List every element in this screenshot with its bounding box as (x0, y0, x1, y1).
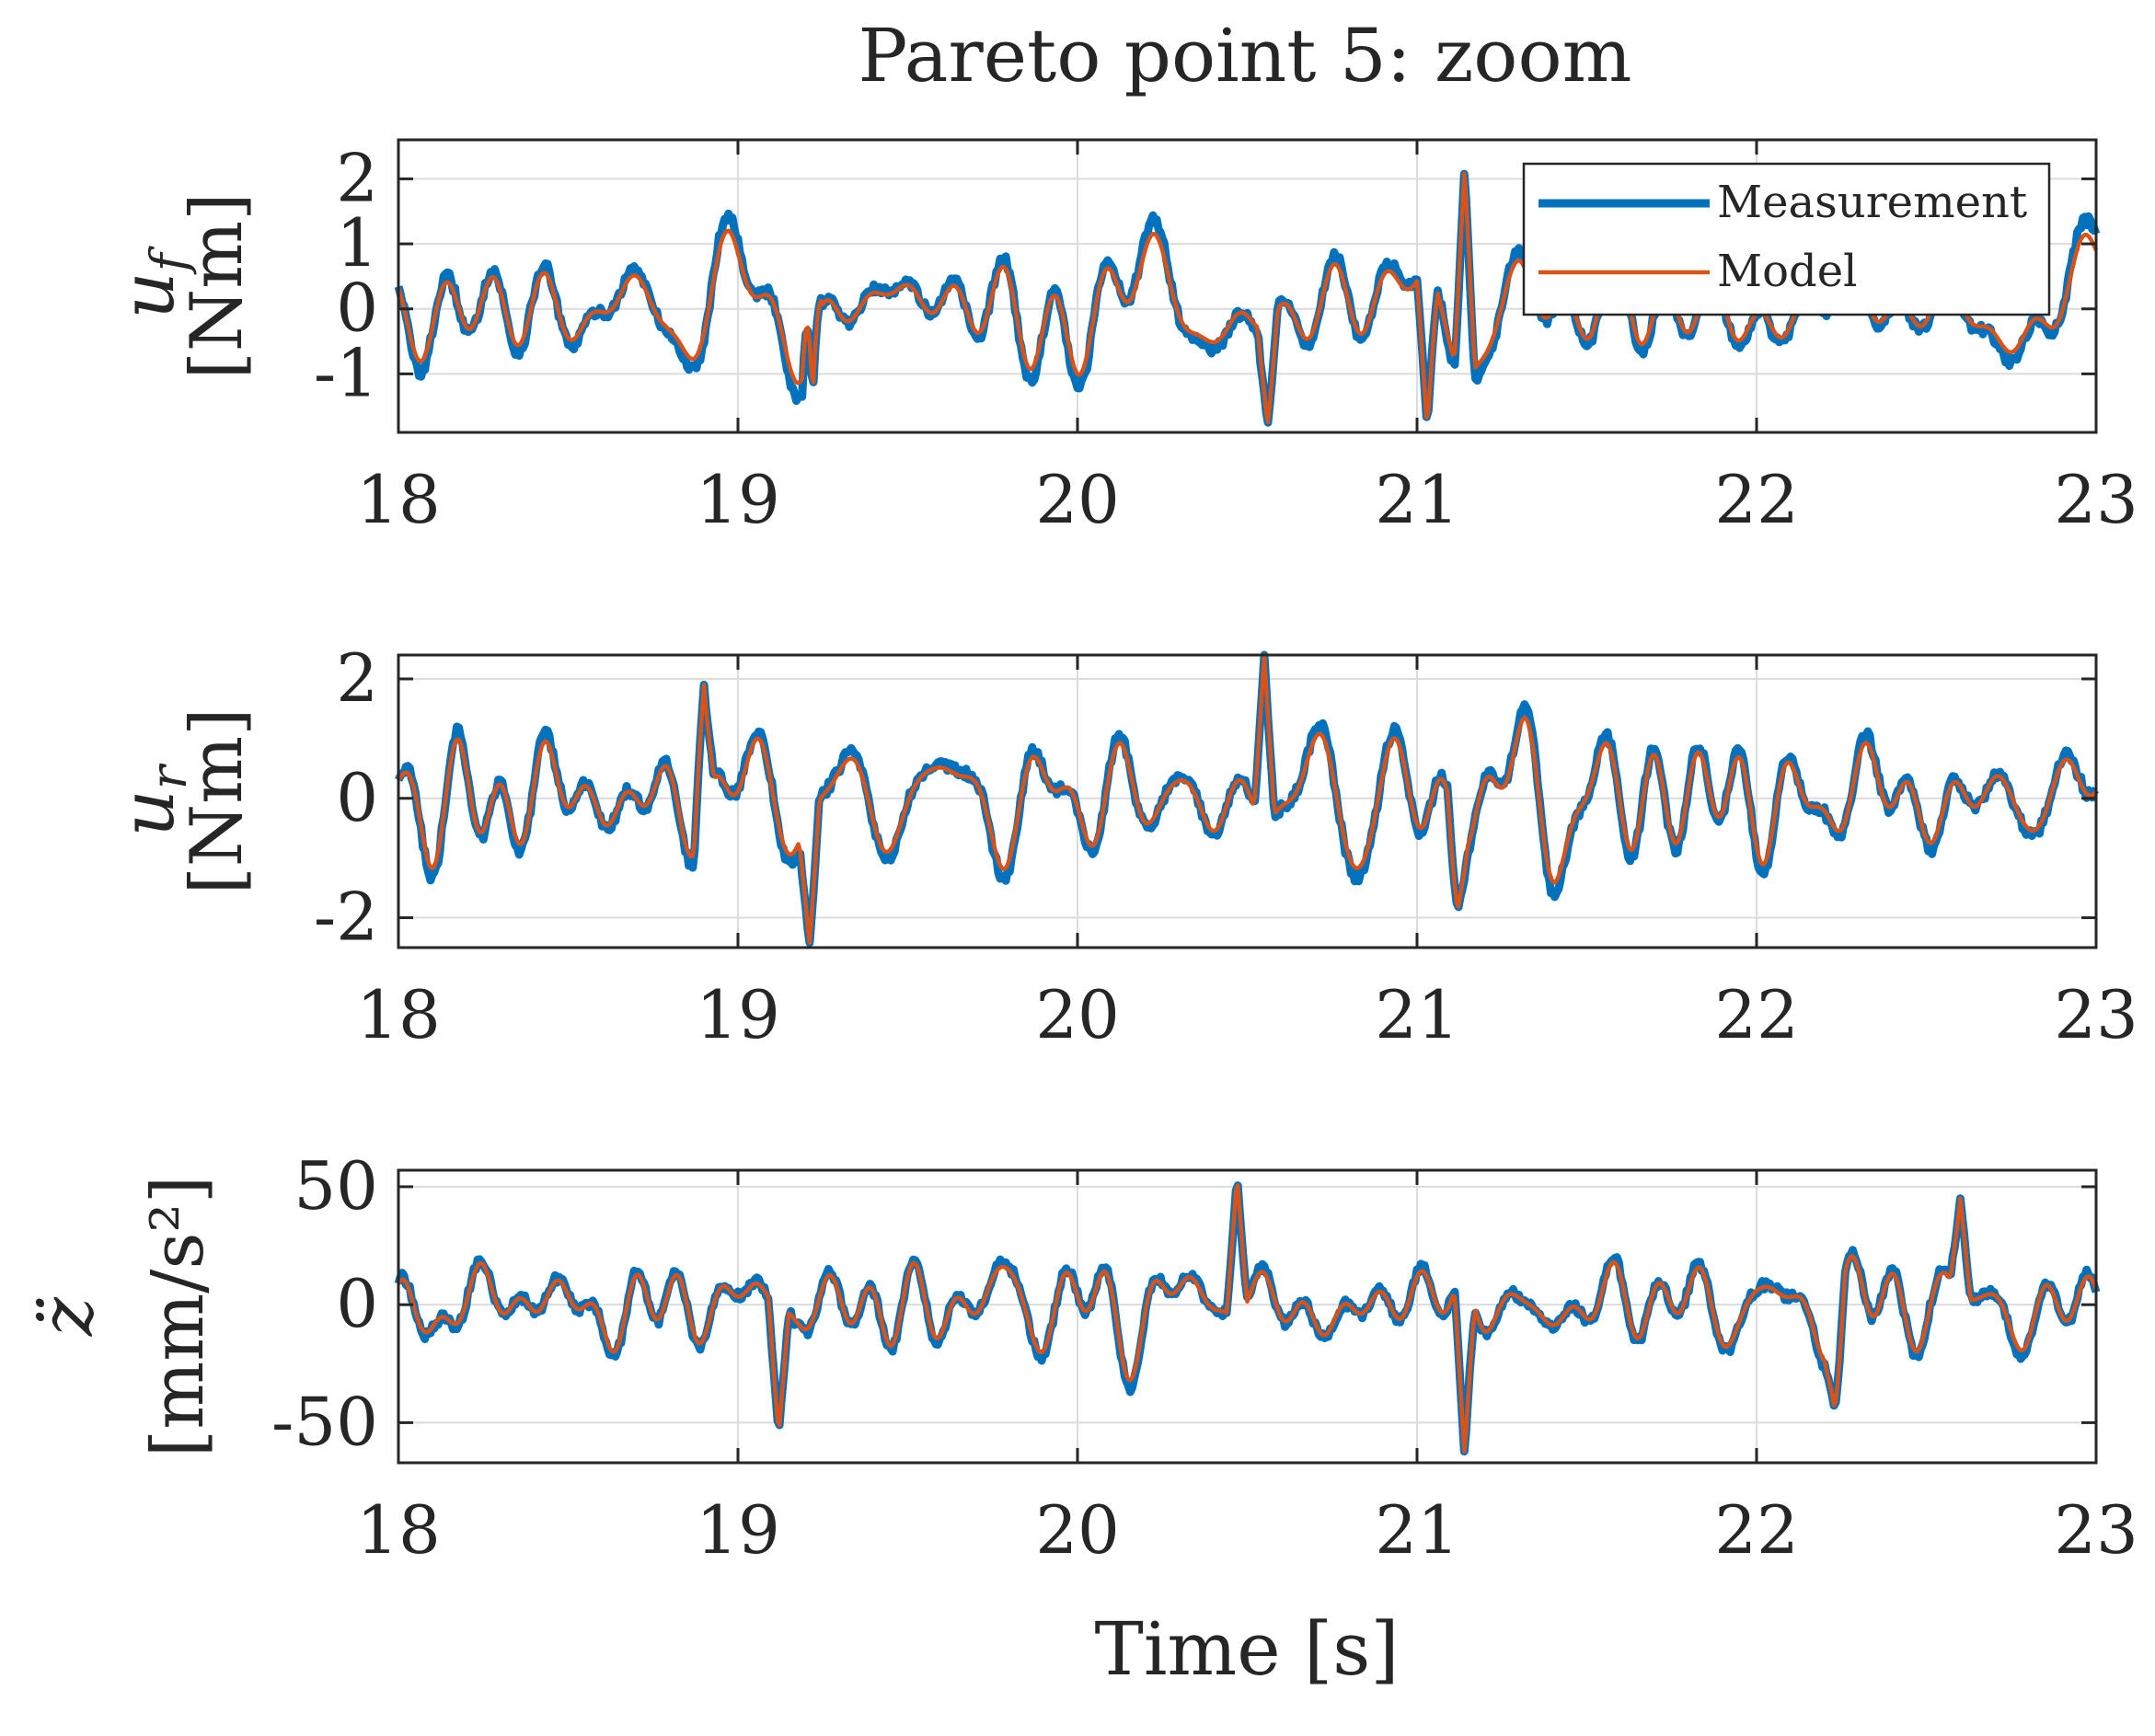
ylabel-symbol-ur: ur (105, 763, 198, 837)
ylabel-symbol-uf: uf (105, 246, 198, 319)
x-tick-label: 19 (696, 976, 780, 1053)
x-tick-label: 21 (1375, 1491, 1459, 1569)
ylabel-unit-uf: [Nm] (176, 192, 259, 379)
x-tick-label: 18 (356, 461, 441, 538)
axes-box-ur (397, 653, 2098, 949)
series-lines-zddot (394, 1181, 2101, 1456)
ylabel-subscript-ur: r (140, 763, 198, 789)
ticks-zddot: 18 19 20 21 22 23 -50 0 50 (271, 1147, 2138, 1569)
ylabel-ur: ur [Nm] (105, 707, 259, 894)
series-lines-ur (394, 650, 2100, 948)
legend-box (1522, 162, 2051, 316)
legend-label-measurement: Measurement (1717, 177, 2027, 228)
ylabel-unit-zddot: [mm/s²] (137, 1176, 220, 1457)
x-tick-label: 22 (1714, 461, 1799, 538)
x-axis-label: Time [s] (1094, 1606, 1399, 1692)
series-model-line (397, 652, 2098, 945)
x-tick-label: 20 (1035, 461, 1120, 538)
x-tick-label: 18 (356, 976, 441, 1053)
plot-area-ur (398, 655, 2096, 948)
legend-label-model: Model (1717, 246, 1858, 297)
x-tick-label: 23 (2054, 461, 2138, 538)
y-tick-label: 0 (336, 1265, 378, 1342)
y-tick-label: 0 (336, 759, 378, 836)
ylabel-symbol-text-uf: u (105, 271, 190, 319)
y-tick-label: 0 (336, 270, 378, 347)
axes-box-zddot (397, 1168, 2098, 1465)
x-tick-label: 20 (1035, 976, 1120, 1053)
y-tick-label: 50 (294, 1147, 378, 1224)
x-tick-label: 18 (356, 1491, 441, 1569)
x-tick-label: 23 (2054, 976, 2138, 1053)
x-tick-label: 20 (1035, 1491, 1120, 1569)
panel-zddot: 18 19 20 21 22 23 -50 0 50 z̈ [mm/s²] (24, 1147, 2138, 1569)
axes-box-uf (397, 138, 2098, 434)
y-tick-label: -1 (314, 334, 378, 411)
y-tick-label: -2 (314, 879, 378, 956)
x-tick-label: 19 (696, 1491, 780, 1569)
x-tick-label: 23 (2054, 1491, 2138, 1569)
panel-ur: 18 19 20 21 22 23 -2 0 2 ur [Nm] (105, 639, 2138, 1053)
ylabel-symbol-text-ur: u (105, 789, 190, 837)
x-tick-label: 22 (1714, 1491, 1799, 1569)
ylabel-symbol-zddot: z̈ (24, 1296, 109, 1337)
ylabel-unit-ur: [Nm] (176, 707, 259, 894)
x-tick-label: 22 (1714, 976, 1799, 1053)
y-tick-label: 2 (336, 639, 378, 717)
legend: Measurement Model (1522, 162, 2051, 316)
y-tick-label: 1 (336, 204, 378, 282)
ylabel-zddot: z̈ [mm/s²] (24, 1176, 220, 1457)
x-tick-label: 19 (696, 461, 780, 538)
y-tick-label: -50 (271, 1383, 378, 1460)
x-tick-label: 21 (1375, 976, 1459, 1053)
ylabel-uf: uf [Nm] (105, 192, 259, 379)
x-tick-label: 21 (1375, 461, 1459, 538)
series-model-line (397, 1183, 2099, 1454)
y-tick-label: 2 (336, 139, 378, 216)
chart-title: Pareto point 5: zoom (859, 13, 1632, 98)
ticks-ur: 18 19 20 21 22 23 -2 0 2 (314, 639, 2138, 1053)
